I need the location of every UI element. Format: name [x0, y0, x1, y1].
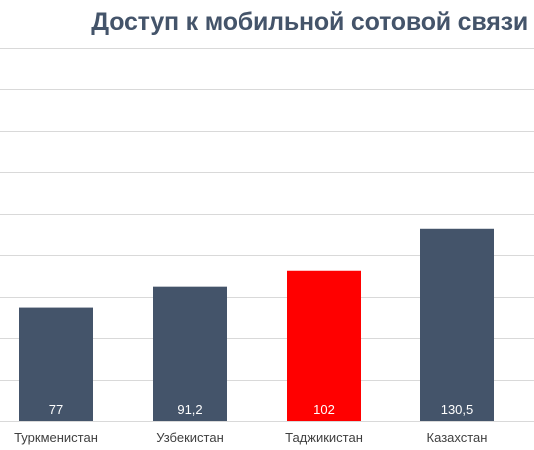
category-labels: Туркменистан Узбекистан Таджикистан Казахст… — [14, 430, 487, 445]
bars — [19, 228, 494, 421]
category-label-2: Узбекистан — [156, 430, 224, 445]
category-label-4: Казахстан — [427, 430, 488, 445]
bar-2 — [153, 286, 227, 421]
value-label-4: 130,5 — [441, 402, 474, 417]
bar-3 — [287, 270, 361, 421]
bar-1 — [19, 307, 93, 421]
value-label-2: 91,2 — [177, 402, 202, 417]
value-label-3: 102 — [313, 402, 335, 417]
category-label-1: Туркменистан — [14, 430, 98, 445]
bar-4 — [420, 228, 494, 421]
value-labels: 77 91,2 102 130,5 — [49, 402, 474, 417]
chart-title: Доступ к мобильной сотовой связи — [91, 8, 528, 36]
value-label-1: 77 — [49, 402, 63, 417]
category-label-3: Таджикистан — [285, 430, 363, 445]
